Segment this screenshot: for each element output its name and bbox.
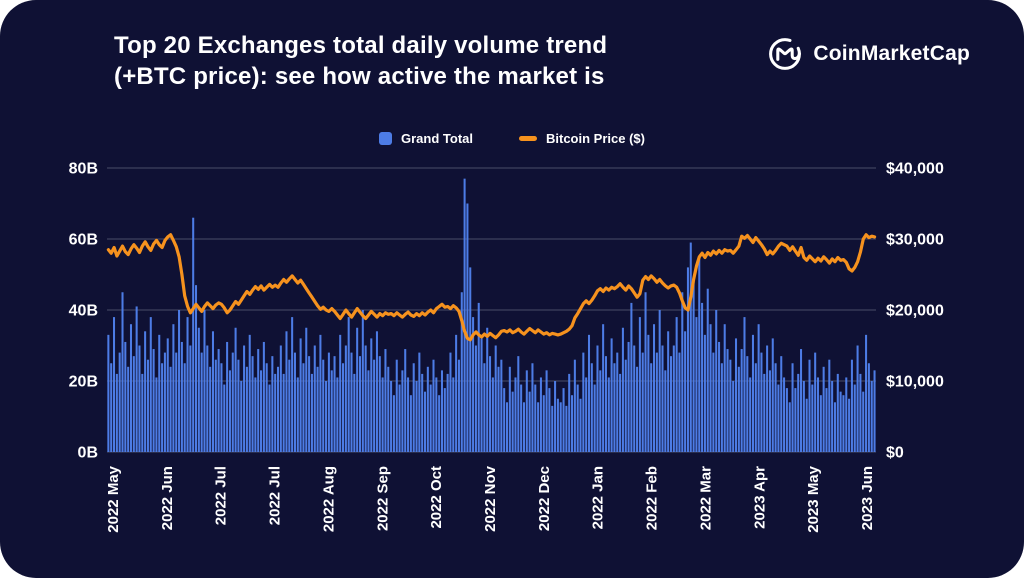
legend-label-grand-total: Grand Total: [401, 131, 473, 146]
svg-text:20B: 20B: [69, 374, 98, 391]
bitcoin-price-swatch-icon: [519, 136, 537, 141]
svg-text:$20,000: $20,000: [886, 303, 944, 320]
svg-text:2022 Oct: 2022 Oct: [428, 466, 445, 529]
legend-item-bitcoin-price[interactable]: Bitcoin Price ($): [519, 131, 645, 146]
svg-text:$0: $0: [886, 445, 904, 462]
svg-text:2022 Feb: 2022 Feb: [644, 466, 661, 530]
svg-text:60B: 60B: [69, 232, 98, 249]
y-axis-right-labels: $0 $10,000 $20,000 $30,000 $40,000: [886, 161, 944, 462]
svg-text:2023 Jun: 2023 Jun: [859, 466, 876, 530]
legend-item-grand-total[interactable]: Grand Total: [379, 131, 473, 146]
volume-bars: [107, 178, 876, 452]
svg-text:2022 May: 2022 May: [105, 465, 122, 532]
svg-text:2022 Jul: 2022 Jul: [267, 466, 284, 525]
svg-text:40B: 40B: [69, 303, 98, 320]
svg-text:2022 Nov: 2022 Nov: [482, 465, 499, 532]
chart-legend: Grand Total Bitcoin Price ($): [0, 131, 1024, 146]
svg-text:80B: 80B: [69, 161, 98, 178]
svg-text:2023 May: 2023 May: [805, 465, 822, 532]
svg-text:$30,000: $30,000: [886, 232, 944, 249]
svg-text:2022 Mar: 2022 Mar: [697, 466, 714, 530]
x-axis-labels: 2022 May 2022 Jun 2022 Jul 2022 Jul 2022 Aug…: [105, 465, 876, 532]
grand-total-swatch-icon: [379, 132, 393, 145]
svg-text:2023 Apr: 2023 Apr: [751, 466, 768, 529]
svg-text:2022 Jul: 2022 Jul: [213, 466, 230, 525]
legend-label-bitcoin-price: Bitcoin Price ($): [546, 131, 645, 146]
svg-text:2022 Jan: 2022 Jan: [590, 466, 607, 529]
page-title: Top 20 Exchanges total daily volume tren…: [114, 30, 607, 92]
svg-text:2022 Dec: 2022 Dec: [536, 466, 553, 531]
coinmarketcap-icon: [769, 38, 802, 70]
svg-text:2022 Sep: 2022 Sep: [374, 466, 391, 531]
svg-text:2022 Aug: 2022 Aug: [320, 466, 337, 532]
brand-name: CoinMarketCap: [813, 42, 970, 65]
title-line-1: Top 20 Exchanges total daily volume tren…: [114, 32, 608, 59]
svg-text:0B: 0B: [78, 445, 98, 462]
coinmarketcap-logo: CoinMarketCap: [767, 36, 970, 72]
svg-text:$10,000: $10,000: [886, 374, 944, 391]
svg-text:2022 Jun: 2022 Jun: [159, 466, 176, 530]
svg-text:$40,000: $40,000: [886, 161, 944, 178]
title-line-2: (+BTC price): see how active the market …: [114, 63, 605, 90]
y-axis-left-labels: 0B 20B 40B 60B 80B: [69, 161, 98, 462]
btc-price-line: [106, 233, 877, 342]
